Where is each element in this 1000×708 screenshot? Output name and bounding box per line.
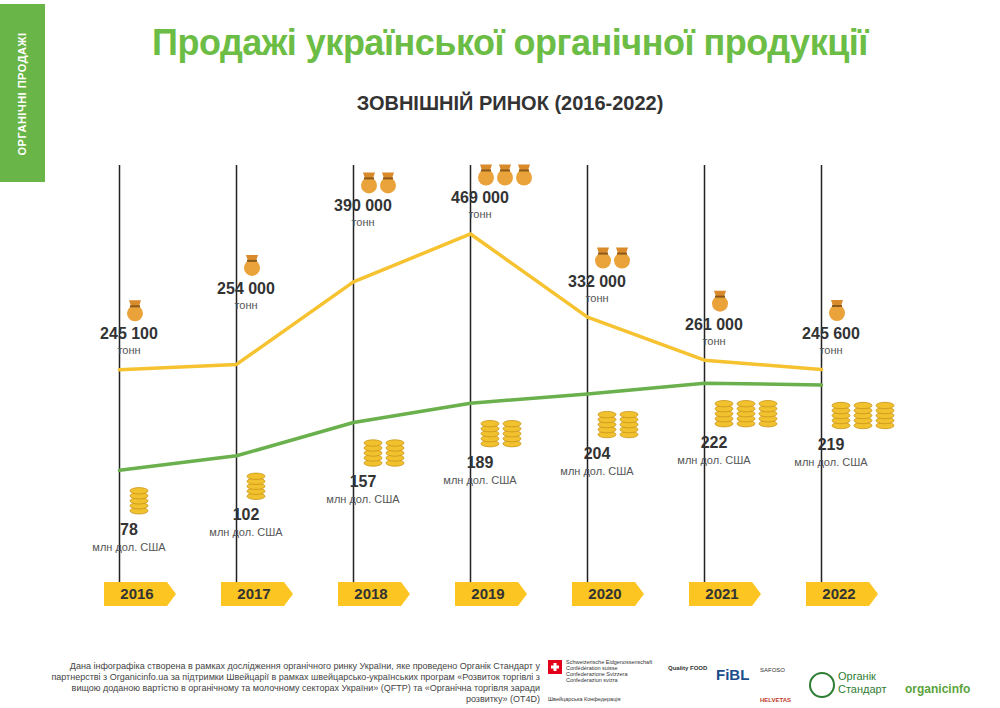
svg-text:млн дол. США: млн дол. США xyxy=(326,493,400,505)
html-text:Дана інфографіка створена в ра: Дана інфографіка створена в рамках дослі… xyxy=(51,661,540,704)
svg-text:Confederaziun svizra: Confederaziun svizra xyxy=(566,677,619,683)
svg-text:HELVETAS: HELVETAS xyxy=(760,697,791,703)
svg-text:245 600: 245 600 xyxy=(802,325,860,342)
svg-text:Confédération suisse: Confédération suisse xyxy=(566,665,618,671)
svg-text:390 000: 390 000 xyxy=(334,197,392,214)
html-text:Продажі української органічної: Продажі української органічної продукції xyxy=(152,22,868,63)
svg-text:тонн: тонн xyxy=(819,344,842,356)
svg-text:Quality FOOD: Quality FOOD xyxy=(668,665,708,671)
svg-text:млн дол. США: млн дол. США xyxy=(443,474,517,486)
svg-text:тонн: тонн xyxy=(351,216,374,228)
svg-text:2018: 2018 xyxy=(354,585,387,602)
svg-text:157: 157 xyxy=(350,473,377,490)
svg-text:тонн: тонн xyxy=(234,299,257,311)
svg-text:189: 189 xyxy=(467,454,494,471)
svg-text:тонн: тонн xyxy=(117,344,140,356)
svg-text:FiBL: FiBL xyxy=(716,666,749,683)
svg-text:261 000: 261 000 xyxy=(685,316,743,333)
svg-text:Стандарт: Стандарт xyxy=(838,683,887,695)
svg-text:219: 219 xyxy=(818,436,845,453)
svg-text:organicinfo: organicinfo xyxy=(905,682,970,696)
svg-text:2022: 2022 xyxy=(822,585,855,602)
html-text:ЗОВНІШНІЙ РИНОК (2016-2022): ЗОВНІШНІЙ РИНОК (2016-2022) xyxy=(356,92,664,114)
svg-text:Органік: Органік xyxy=(838,670,876,682)
svg-text:2021: 2021 xyxy=(705,585,738,602)
svg-text:2019: 2019 xyxy=(471,585,504,602)
svg-text:222: 222 xyxy=(701,434,728,451)
svg-text:млн дол. США: млн дол. США xyxy=(560,465,634,477)
svg-text:2017: 2017 xyxy=(237,585,270,602)
svg-text:млн дол. США: млн дол. США xyxy=(794,456,868,468)
svg-text:тонн: тонн xyxy=(702,335,725,347)
svg-text:254 000: 254 000 xyxy=(217,280,275,297)
svg-text:тонн: тонн xyxy=(585,292,608,304)
svg-text:469 000: 469 000 xyxy=(451,189,509,206)
svg-text:102: 102 xyxy=(233,506,260,523)
svg-text:млн дол. США: млн дол. США xyxy=(677,454,751,466)
svg-text:Schweizerische Eidgenossenscha: Schweizerische Eidgenossenschaft xyxy=(566,659,653,665)
html-text:ОРГАНІЧНІ ПРОДАЖІ: ОРГАНІЧНІ ПРОДАЖІ xyxy=(16,32,28,156)
svg-text:332 000: 332 000 xyxy=(568,273,626,290)
svg-text:Швейцарська Конфедерація: Швейцарська Конфедерація xyxy=(548,696,621,702)
svg-text:204: 204 xyxy=(584,445,611,462)
svg-text:2020: 2020 xyxy=(588,585,621,602)
svg-text:млн дол. США: млн дол. США xyxy=(92,541,166,553)
svg-text:245 100: 245 100 xyxy=(100,325,158,342)
svg-text:2016: 2016 xyxy=(120,585,153,602)
svg-text:78: 78 xyxy=(120,521,138,538)
svg-text:тонн: тонн xyxy=(468,208,491,220)
svg-text:млн дол. США: млн дол. США xyxy=(209,526,283,538)
svg-text:SAFOSO: SAFOSO xyxy=(760,667,785,673)
svg-text:Confederazione Svizzera: Confederazione Svizzera xyxy=(566,671,628,677)
